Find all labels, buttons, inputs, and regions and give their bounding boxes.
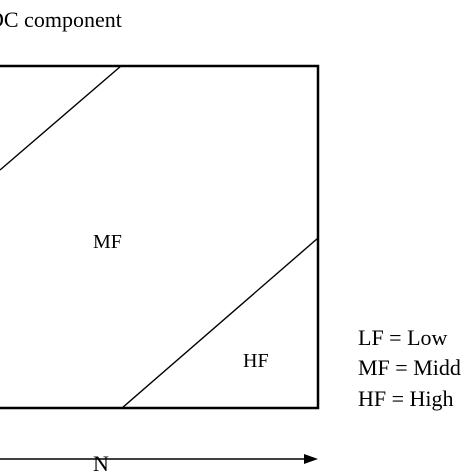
lf-mf-boundary <box>0 65 122 171</box>
n-axis-arrowhead <box>304 454 318 464</box>
legend-item: HF = High <box>358 386 454 411</box>
diagram-title: DC component <box>0 7 122 32</box>
mf-region-label: MF <box>93 231 122 253</box>
hf-region-label: HF <box>243 350 269 372</box>
legend: LF = Low MF = Midd HF = High <box>358 325 461 411</box>
matrix-box <box>0 64 320 410</box>
legend-item: MF = Midd <box>358 355 461 380</box>
n-axis-label: N <box>93 451 109 474</box>
mf-hf-boundary <box>121 237 319 409</box>
legend-item: LF = Low <box>358 325 448 350</box>
